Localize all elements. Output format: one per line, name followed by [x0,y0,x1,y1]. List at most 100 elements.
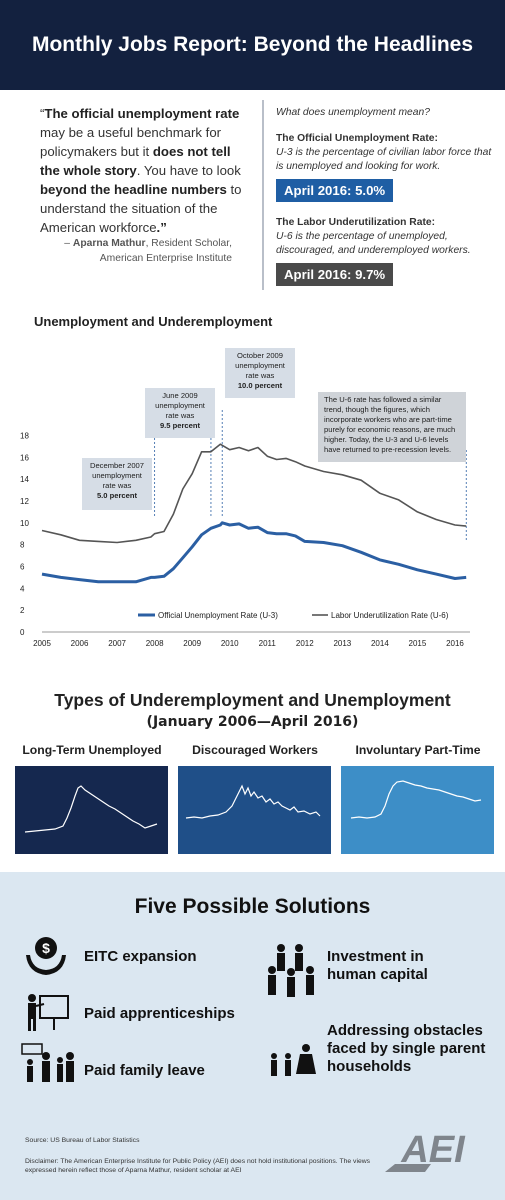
annotation-text: The U-6 rate has followed a similar [324,395,442,404]
u6-badge: April 2016: 9.7% [276,263,394,286]
u3-definition: U-3 is the percentage of civilian labor … [276,147,492,172]
single-parent-family-icon [271,1044,316,1076]
annotation-text: unemployment [155,401,206,410]
definition-question: What does unemployment mean? [276,107,430,118]
trend-line-long-term [24,785,158,833]
u6-series-line [41,443,467,544]
quote-bold-1: The official unemployment rate [44,106,240,121]
annotation-text: have returned to pre-recession levels. [324,445,451,454]
y-tick-label: 18 [20,431,29,440]
svg-text:$: $ [42,940,50,956]
annotation-text: trend, though the figures, which [324,405,430,414]
annotation-text: October 2009 [237,351,283,360]
page-title: Monthly Jobs Report: Beyond the Headline… [31,33,474,56]
hand-coin-icon: $ [26,937,66,975]
quote-author-org: American Enterprise Institute [99,253,232,264]
x-tick-label: 2010 [221,639,239,648]
trend-line-part-time [350,780,482,819]
chart-title: Unemployment and Underemployment [34,314,273,329]
annotation-box [82,458,152,510]
quote-author-role: , Resident Scholar, [145,238,232,249]
u6-heading: The Labor Underutilization Rate: [276,217,436,228]
quote-close-mark: .” [156,220,167,235]
quote-bold-3: does not tell the whole story [40,144,231,178]
source-note: Source: US Bureau of Labor Statistics [25,1137,140,1144]
u3-series-line [41,521,467,584]
apprentice-icon [28,994,69,1031]
types-title: Types of Underemployment and Unemploymen… [54,690,451,710]
annotation-text: purely for economic reasons, are much [324,425,455,434]
quote-open-mark: “ [40,106,45,121]
x-tick-label: 2012 [296,639,314,648]
x-tick-label: 2007 [108,639,126,648]
panel-title-discouraged: Discouraged Workers [192,743,318,757]
y-tick-label: 16 [20,453,29,462]
solution-family-leave: Paid family leave [84,1062,205,1079]
quote-text-4: . You have to look [136,163,241,178]
panel-long-term-unemployed [15,766,168,854]
trend-line-discouraged [185,784,321,819]
y-tick-label: 10 [20,519,29,528]
x-tick-label: 2016 [446,639,464,648]
header-banner: Monthly Jobs Report: Beyond the Headline… [0,0,505,90]
aei-logo: AEI [385,1129,466,1172]
solutions-section [0,872,505,1200]
quote-bold-5: beyond the headline numbers [40,182,227,197]
annotation-text: unemployment [235,361,286,370]
annotation-text: higher. Today, the U-3 and U-6 levels [324,435,448,444]
u6-definition: U-6 is the percentage of unemployed, dis… [276,231,471,256]
solution-apprenticeships: Paid apprenticeships [84,1005,235,1022]
family-money-icon [21,1043,74,1082]
y-tick-label: 14 [20,475,29,484]
annotation-value: 5.0 percent [97,491,138,500]
vertical-divider [262,100,264,290]
x-tick-label: 2009 [183,639,201,648]
solutions-title: Five Possible Solutions [134,895,371,918]
attribution-dash: – [64,238,73,249]
quote-text-2: may be a useful benchmark for policymake… [40,125,222,159]
panel-title-part-time: Involuntary Part-Time [355,743,481,757]
legend-u6-label: Labor Underutilization Rate (U-6) [331,611,449,620]
solution-human-capital: Investment in human capital [327,948,428,983]
solution-single-parent: Addressing obstacles faced by single par… [327,1022,486,1075]
u3-heading: The Official Unemployment Rate: [276,133,438,144]
y-tick-label: 6 [20,562,25,571]
y-tick-label: 2 [20,606,25,615]
annotation-box [145,388,215,438]
x-tick-label: 2011 [259,639,277,648]
panel-involuntary-part-time [341,766,494,854]
quote-author: Aparna Mathur [72,238,146,249]
x-tick-label: 2005 [33,639,51,648]
x-tick-label: 2015 [409,639,427,648]
annotation-text: incorporate workers who are part-time [324,415,452,424]
annotation-text: December 2007 [90,461,144,470]
x-tick-label: 2008 [146,639,164,648]
annotation-text: rate was [166,411,195,420]
quote-text-6: to understand the situation of the Ameri… [40,182,242,235]
annotation-text: rate was [246,371,275,380]
panel-discouraged-workers [178,766,331,854]
y-tick-label: 12 [20,497,29,506]
annotation-text: June 2009 [162,391,197,400]
annotation-value: 10.0 percent [238,381,283,390]
x-tick-label: 2006 [71,639,89,648]
annotation-box [225,348,295,398]
annotation-text: rate was [103,481,132,490]
unemployment-line-chart: 0 2 4 6 8 10 12 14 16 18 2005 2006 2007 2008 2009 2010 2… [20,348,470,648]
y-tick-label: 4 [20,584,25,593]
annotation-text: unemployment [92,471,143,480]
quote-block: “The official unemployment rate may be a… [40,104,250,237]
legend-u3-label: Official Unemployment Rate (U-3) [158,611,278,620]
x-tick-label: 2013 [333,639,351,648]
u3-badge: April 2016: 5.0% [276,179,394,202]
disclaimer-note: Disclaimer: The American Enterprise Inst… [25,1158,371,1174]
panel-title-long-term: Long-Term Unemployed [22,743,162,757]
types-subtitle: (January 2006—April 2016) [146,714,359,730]
people-group-icon [268,944,314,997]
y-tick-label: 0 [20,628,25,637]
definitions-block: What does unemployment mean? The Officia… [276,106,500,286]
y-tick-label: 8 [20,541,25,550]
quote-attribution: – Aparna Mathur, Resident Scholar, Americ… [40,236,232,266]
annotation-box [318,392,466,462]
x-tick-label: 2014 [371,639,389,648]
